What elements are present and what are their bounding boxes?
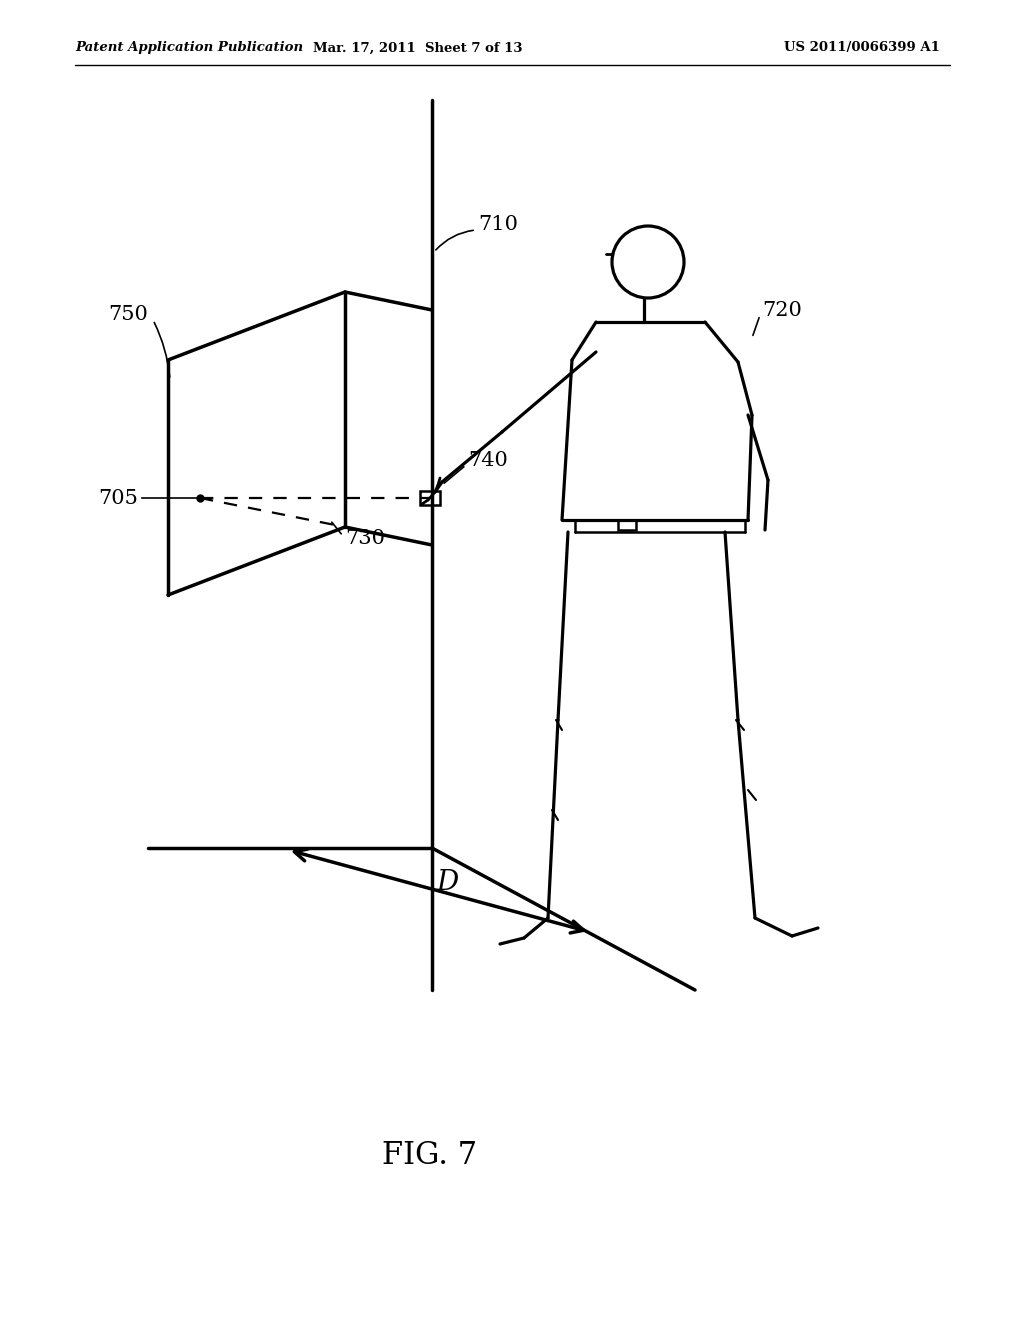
Text: 705: 705 <box>98 488 138 507</box>
Text: 730: 730 <box>345 528 385 548</box>
Text: 750: 750 <box>109 305 148 325</box>
Text: 740: 740 <box>468 450 508 470</box>
Text: US 2011/0066399 A1: US 2011/0066399 A1 <box>784 41 940 54</box>
Text: Mar. 17, 2011  Sheet 7 of 13: Mar. 17, 2011 Sheet 7 of 13 <box>313 41 522 54</box>
Text: D: D <box>437 869 459 895</box>
Text: 720: 720 <box>762 301 802 319</box>
Text: 710: 710 <box>478 215 518 235</box>
Bar <box>420 491 440 506</box>
Bar <box>618 520 636 531</box>
Text: FIG. 7: FIG. 7 <box>382 1139 477 1171</box>
Text: Patent Application Publication: Patent Application Publication <box>75 41 303 54</box>
